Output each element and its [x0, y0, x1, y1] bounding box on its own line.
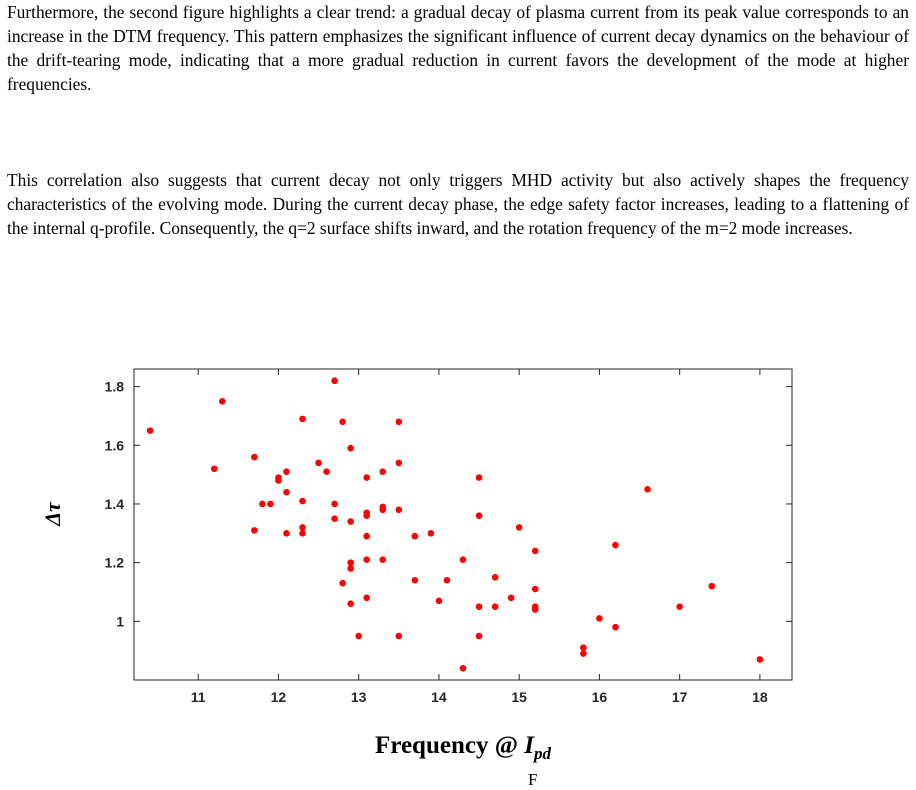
data-point: [347, 444, 354, 452]
data-point: [339, 418, 346, 426]
data-points: [146, 377, 764, 672]
data-point: [251, 453, 258, 461]
data-point: [411, 576, 419, 584]
paragraph-2: This correlation also suggests that curr…: [7, 170, 909, 238]
x-tick-label: 16: [592, 689, 608, 705]
data-point: [299, 415, 306, 423]
data-point: [347, 559, 354, 566]
x-tick-label: 12: [271, 689, 287, 705]
x-tick-label: 18: [752, 689, 768, 705]
data-point: [218, 397, 226, 405]
trailing-text: F: [528, 770, 538, 789]
data-point: [283, 530, 290, 537]
x-tick-label: 14: [431, 689, 447, 705]
data-point: [299, 524, 306, 531]
data-point: [363, 512, 371, 519]
data-point: [299, 497, 306, 505]
data-point: [331, 377, 338, 385]
data-point: [475, 474, 483, 481]
data-point: [267, 500, 274, 508]
data-point: [459, 556, 467, 564]
data-point: [283, 488, 290, 496]
data-point: [395, 506, 403, 514]
data-point: [531, 585, 539, 593]
axis-ticks: 11 12 13 14 15 16 17 18 1 1.2 1.4 1.6 1.8: [105, 369, 792, 705]
data-point: [347, 518, 354, 525]
data-point: [708, 582, 716, 590]
y-tick-label: 1.4: [105, 496, 125, 512]
data-point: [580, 650, 587, 657]
data-point: [507, 594, 515, 602]
y-tick-label: 1.8: [105, 379, 125, 395]
x-axis-label: Frequency @ Ipd: [375, 732, 551, 763]
data-point: [491, 574, 499, 581]
data-point: [379, 556, 387, 564]
data-point: [395, 632, 403, 640]
x-tick-label: 17: [672, 689, 688, 705]
data-point: [363, 594, 371, 602]
data-point: [259, 500, 266, 508]
data-point: [363, 556, 371, 564]
data-point: [596, 615, 603, 622]
data-point: [475, 603, 483, 610]
y-tick-label: 1: [116, 613, 124, 629]
data-point: [363, 532, 371, 540]
data-point: [379, 506, 387, 514]
data-point: [395, 459, 403, 467]
data-point: [411, 532, 419, 540]
data-point: [427, 530, 435, 537]
data-point: [515, 524, 523, 531]
plot-frame: [133, 368, 793, 681]
data-point: [580, 644, 587, 652]
data-point: [459, 664, 467, 672]
data-point: [379, 468, 387, 475]
data-point: [331, 500, 338, 508]
data-point: [347, 565, 354, 572]
data-point: [443, 576, 451, 584]
data-point: [355, 632, 362, 640]
y-tick-label: 1.6: [105, 437, 125, 453]
data-point: [331, 515, 338, 522]
data-point: [283, 468, 290, 475]
x-tick-label: 11: [191, 689, 206, 705]
data-point: [275, 477, 282, 484]
data-point: [756, 656, 764, 663]
data-point: [251, 527, 258, 534]
data-point: [676, 603, 683, 610]
y-axis-label: Δτ: [40, 501, 65, 527]
data-point: [339, 579, 346, 587]
paragraph-1: Furthermore, the second figure highlight…: [7, 2, 909, 94]
x-tick-label: 15: [511, 689, 527, 705]
data-point: [146, 427, 154, 434]
data-point: [491, 603, 499, 610]
data-point: [299, 530, 306, 537]
y-tick-label: 1.2: [105, 555, 125, 571]
data-point: [315, 459, 322, 467]
data-point: [323, 468, 330, 475]
data-point: [475, 632, 483, 640]
data-point: [475, 512, 483, 519]
data-point: [395, 418, 403, 426]
data-point: [435, 597, 443, 605]
data-point: [644, 485, 651, 493]
data-point: [210, 465, 218, 473]
data-point: [612, 623, 619, 631]
data-point: [531, 606, 539, 613]
data-point: [531, 547, 539, 555]
data-point: [363, 474, 371, 481]
data-point: [612, 541, 619, 549]
data-point: [347, 600, 354, 608]
x-tick-label: 13: [351, 689, 367, 705]
